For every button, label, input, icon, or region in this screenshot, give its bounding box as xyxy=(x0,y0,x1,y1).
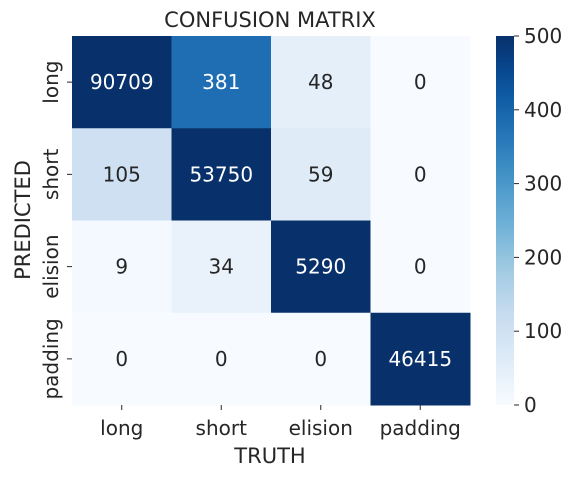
cell-value-label: 105 xyxy=(103,162,141,186)
colorbar xyxy=(496,36,514,405)
heatmap-cell xyxy=(72,312,172,406)
y-tick-labels: long short elision padding xyxy=(39,61,72,400)
heatmap-cell xyxy=(72,128,172,221)
cell-value-label: 34 xyxy=(209,255,234,279)
cell-value-label: 90709 xyxy=(90,70,154,94)
heatmap-cell xyxy=(370,312,471,406)
colorbar-tick-label: 500 xyxy=(524,24,562,48)
chart-title: CONFUSION MATRIX xyxy=(164,8,376,32)
y-tick-label: padding xyxy=(39,318,63,399)
heatmap-cell xyxy=(171,36,272,129)
cell-value-label: 0 xyxy=(414,70,427,94)
heatmap-cell xyxy=(171,312,272,406)
y-axis-label: PREDICTED xyxy=(11,160,35,280)
cell-value-label: 0 xyxy=(414,255,427,279)
cell-value-label: 9 xyxy=(115,255,128,279)
colorbar-tick-label: 200 xyxy=(524,245,562,269)
heatmap-cell xyxy=(271,220,371,314)
colorbar-tick-label: 300 xyxy=(524,172,562,196)
x-tick-label: short xyxy=(196,416,248,440)
cell-value-label: 53750 xyxy=(189,162,253,186)
heatmap-cell xyxy=(72,220,172,314)
colorbar-tick-label: 400 xyxy=(524,98,562,122)
cell-value-label: 48 xyxy=(308,70,333,94)
heatmap-cell xyxy=(72,36,172,129)
heatmap-cell xyxy=(271,312,371,406)
cell-value-label: 5290 xyxy=(295,255,346,279)
heatmap-cell xyxy=(171,128,272,221)
heatmap-cell xyxy=(370,36,471,129)
heatmap-cell xyxy=(370,128,471,221)
heatmap-cell xyxy=(271,36,371,129)
heatmap-cell xyxy=(271,128,371,221)
cell-value-label: 0 xyxy=(414,162,427,186)
x-tick-label: elision xyxy=(289,416,353,440)
colorbar-ticks: 0 100 200 300 400 500 xyxy=(514,24,562,417)
cell-value-label: 0 xyxy=(215,347,228,371)
x-axis-label: TRUTH xyxy=(233,444,305,468)
x-tick-label: padding xyxy=(380,416,461,440)
x-tick-label: long xyxy=(100,416,143,440)
cell-value-label: 59 xyxy=(308,162,333,186)
colorbar-tick-label: 0 xyxy=(524,393,537,417)
heatmap-cells: 90709 381 48 0 105 53750 59 0 9 34 5290 0 0 0 0 46415 xyxy=(72,36,471,406)
y-tick-label: elision xyxy=(39,234,63,298)
cell-value-label: 0 xyxy=(314,347,327,371)
y-tick-label: long xyxy=(39,61,63,104)
cell-value-label: 381 xyxy=(202,70,240,94)
heatmap-cell xyxy=(370,220,471,314)
heatmap-cell xyxy=(171,220,272,314)
colorbar-tick-label: 100 xyxy=(524,319,562,343)
cell-value-label: 46415 xyxy=(388,347,452,371)
y-tick-label: short xyxy=(39,149,63,201)
cell-value-label: 0 xyxy=(115,347,128,371)
x-tick-labels: long short elision padding xyxy=(100,405,461,440)
